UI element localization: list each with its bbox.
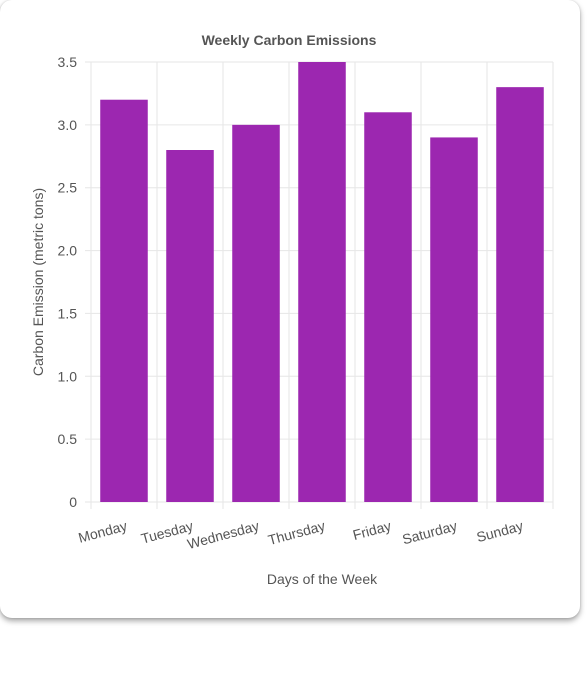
- bar-saturday: [430, 137, 478, 502]
- y-tick-label: 0: [69, 494, 77, 510]
- bar-monday: [100, 99, 148, 502]
- y-tick-label: 0.5: [58, 431, 78, 447]
- x-tick-label: Friday: [351, 517, 393, 543]
- x-tick-label: Thursday: [266, 517, 327, 548]
- x-axis-title: Days of the Week: [267, 571, 378, 587]
- y-tick-label: 2.0: [58, 243, 78, 259]
- y-tick-label: 3.0: [58, 117, 78, 133]
- bar-sunday: [496, 87, 544, 503]
- chart-card: Weekly Carbon Emissions 0 0.5 1.0 1.5 2.0 2.5…: [30, 32, 554, 587]
- x-tick-label: Sunday: [475, 517, 525, 545]
- x-tick-label: Monday: [77, 517, 129, 545]
- y-axis-ticks: 0 0.5 1.0 1.5 2.0 2.5 3.0 3.5: [58, 54, 78, 510]
- x-tick-label: Wednesday: [185, 517, 260, 552]
- bar-thursday: [298, 62, 346, 502]
- y-axis-title: Carbon Emission (metric tons): [30, 188, 46, 376]
- bars: [100, 62, 544, 503]
- chart-title: Weekly Carbon Emissions: [202, 32, 377, 48]
- bar-friday: [364, 112, 412, 503]
- bar-wednesday: [232, 124, 280, 502]
- y-tick-label: 2.5: [58, 180, 78, 196]
- y-tick-label: 1.0: [58, 368, 78, 384]
- bar-tuesday: [166, 150, 214, 502]
- y-tick-label: 3.5: [58, 54, 78, 70]
- x-tick-label: Saturday: [400, 517, 458, 547]
- y-tick-label: 1.5: [58, 305, 78, 321]
